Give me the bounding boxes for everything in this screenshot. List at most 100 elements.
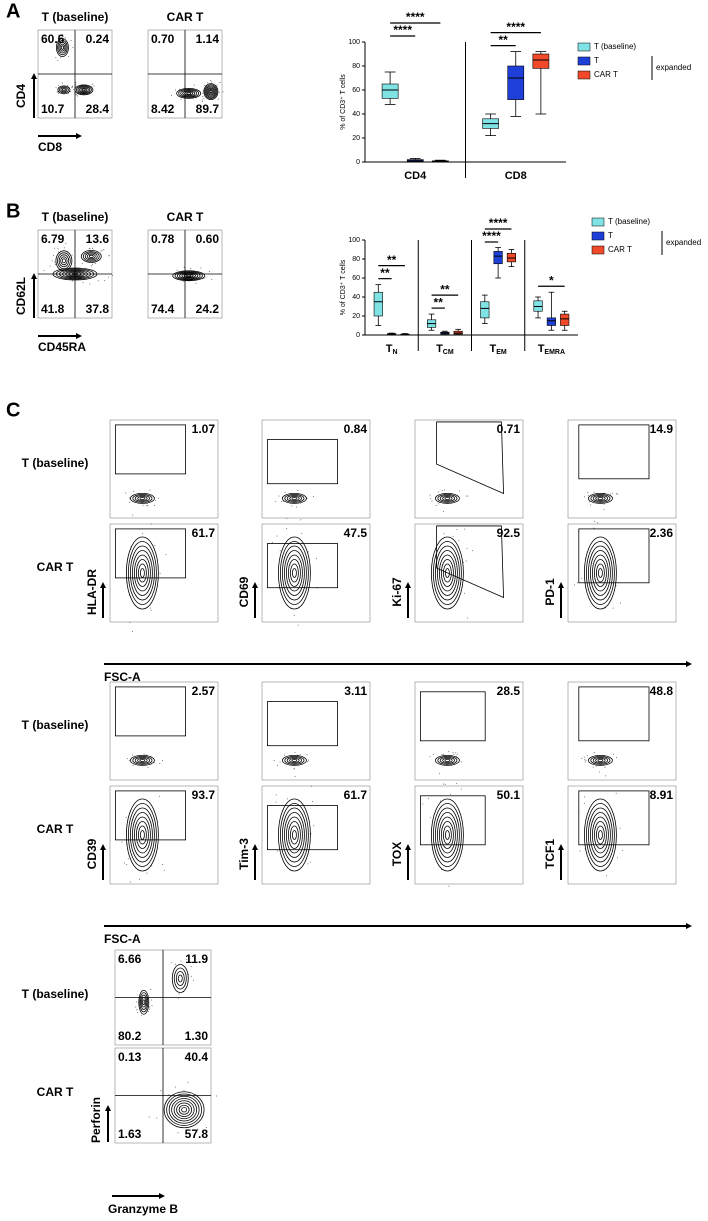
event-dot <box>613 753 615 755</box>
event-dot <box>65 242 67 244</box>
contour <box>132 493 153 503</box>
box <box>507 65 525 100</box>
contour <box>432 541 462 605</box>
y-axis-label: % of CD3⁺ T cells <box>340 259 347 315</box>
contour <box>60 256 68 266</box>
event-dot <box>140 1015 142 1017</box>
quadrant-value: 28.4 <box>86 102 110 116</box>
event-dot <box>60 57 62 59</box>
event-dot <box>175 89 177 91</box>
arrow-head <box>100 582 106 588</box>
plot-frame <box>109 419 219 519</box>
contour <box>135 559 149 587</box>
event-dot <box>584 761 586 763</box>
quadrant-value: 37.8 <box>86 302 110 316</box>
box <box>560 313 570 326</box>
event-dot <box>81 263 83 265</box>
gate-value: 2.36 <box>650 526 674 540</box>
quadrant-value: 1.30 <box>185 1029 209 1043</box>
legend-note: expanded <box>666 238 701 247</box>
event-dot <box>456 529 458 531</box>
contour <box>62 88 66 92</box>
event-dot <box>203 98 205 100</box>
event-dot <box>195 282 197 284</box>
event-dot <box>286 517 288 519</box>
event-dot <box>129 621 131 623</box>
contour <box>439 494 455 502</box>
contour <box>173 967 187 990</box>
contour <box>127 803 157 867</box>
event-dot <box>190 975 192 977</box>
contour <box>444 568 450 578</box>
significance-label: **** <box>506 20 525 34</box>
event-dot <box>157 497 159 499</box>
event-dot <box>595 765 597 767</box>
contour <box>586 803 615 867</box>
event-dot <box>577 582 579 584</box>
plot-frame <box>567 785 677 885</box>
contour <box>137 563 147 583</box>
event-dot <box>275 501 277 503</box>
arrow-head <box>405 582 411 588</box>
event-dot <box>460 761 462 763</box>
significance-label: **** <box>406 10 425 24</box>
event-dot <box>149 1006 151 1008</box>
event-dot <box>452 751 454 753</box>
contour <box>590 812 611 858</box>
event-dot <box>165 554 167 556</box>
y-axis-label: CD4 <box>14 84 28 108</box>
event-dot <box>62 82 64 84</box>
event-dot <box>135 1006 137 1008</box>
marker-label: CD39 <box>85 838 99 869</box>
event-dot <box>67 85 69 87</box>
quadrant-value: 41.8 <box>41 302 65 316</box>
event-dot <box>151 865 153 867</box>
contour <box>596 563 605 583</box>
contour <box>129 492 155 504</box>
legend-label: T (baseline) <box>608 217 650 226</box>
event-dot <box>313 495 315 497</box>
event-dot <box>67 93 69 95</box>
event-dot <box>147 767 149 769</box>
event-dot <box>281 501 283 503</box>
legend-label: CAR T <box>608 245 632 254</box>
event-dot <box>148 1116 150 1118</box>
y-tick-label: 0 <box>356 332 360 339</box>
contour <box>281 545 307 601</box>
contour <box>173 1100 195 1120</box>
event-dot <box>52 255 54 257</box>
event-dot <box>294 751 296 753</box>
contour <box>206 86 216 97</box>
contour <box>438 554 456 592</box>
contour <box>180 89 198 98</box>
y-tick-label: 20 <box>352 313 360 320</box>
legend-label: T (baseline) <box>594 42 636 51</box>
event-dot <box>136 1001 138 1003</box>
plot-frame <box>109 785 219 885</box>
event-dot <box>158 795 160 797</box>
contour <box>287 559 301 587</box>
contour <box>139 830 145 840</box>
x-axis-label: CD8 <box>38 140 62 154</box>
event-dot <box>150 999 152 1001</box>
event-dot <box>222 91 224 93</box>
event-dot <box>180 98 182 100</box>
gate <box>115 528 186 579</box>
event-dot <box>592 766 594 768</box>
contour <box>442 495 453 501</box>
legend-swatch <box>591 217 605 227</box>
contour <box>134 494 150 502</box>
event-dot <box>466 617 468 619</box>
gate <box>115 790 186 841</box>
contour <box>439 757 455 764</box>
event-dot <box>439 800 441 802</box>
contour <box>166 1093 203 1126</box>
contour <box>142 999 146 1006</box>
event-dot <box>49 265 51 267</box>
contour <box>58 41 67 54</box>
contour <box>595 758 606 763</box>
plot-frame <box>414 523 524 623</box>
contour <box>592 816 609 854</box>
contour <box>584 536 617 610</box>
contour <box>588 492 613 504</box>
